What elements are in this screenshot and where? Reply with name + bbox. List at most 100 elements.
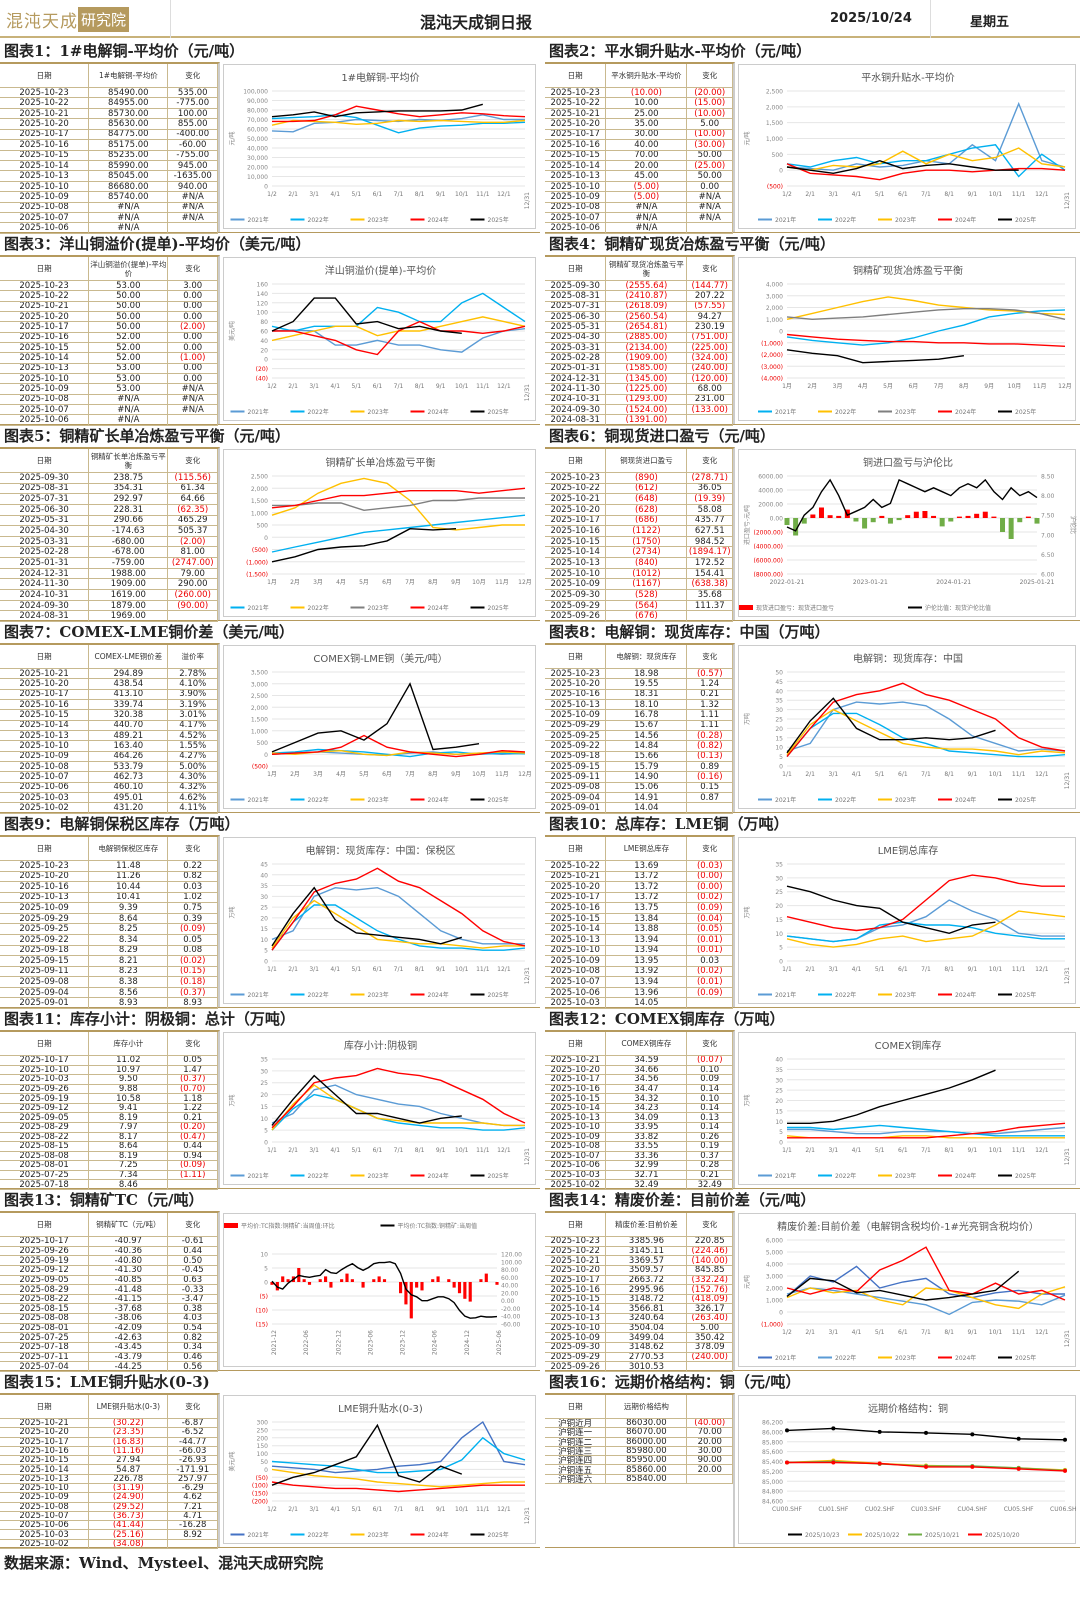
column-header: 溢价率 [168,645,218,668]
x-tick-label: 5/1 [875,966,885,973]
value-cell: 533.79 [89,762,169,772]
table-row: 2025-08-29 -41.48 -0.33 [0,1285,218,1295]
y-tick-label: 5,000 [766,1250,783,1257]
series-line-2022年 [271,1093,526,1131]
x-tick-label: 2024-12 [464,1330,471,1355]
table-row: 2025-10-23 53.00 3.00 [0,281,218,292]
date-cell: 2025-10-10 [0,181,90,192]
table-row: 2025-10-09 16.78 1.11 [545,710,733,721]
date-cell: 2025-06-30 [545,312,607,322]
table-row: 2025-10-22 10.00 (15.00) [545,98,733,109]
change-cell: (0.01) [687,945,733,956]
change-cell: 0.50 [168,1256,218,1265]
table-row: 2025-08-29 7.97 (0.20) [0,1122,218,1133]
table-row: 2025-07-31 (2618.09) (57.55) [545,301,733,313]
date-cell: 2025-10-21 [545,108,607,119]
change-cell: (638.38) [687,579,733,590]
table-header-row: 日期 铜现货进口盈亏 变化 [545,449,733,473]
x-tick-label: 3月 [313,579,323,586]
table-row: 2025-09-30 (528) 35.68 [545,590,733,601]
value-cell: (528) [606,590,688,600]
chart-title: 电解铜：现货库存：中国：保税区 [306,844,456,857]
value-cell: #N/A [606,202,688,213]
value-cell: #N/A [89,202,169,213]
value-cell: 15.67 [606,720,688,731]
table-header-row: 日期 洋山铜溢价(提单)-平均价 变化 [0,257,218,281]
value-cell: 13.95 [606,956,688,966]
column-header: COMEX铜库存 [606,1032,688,1055]
change-cell: #N/A [168,192,218,202]
table-row: 2025-09-12 -41.30 -0.45 [0,1265,218,1276]
table-row: 2025-10-20 (23.35) -6.52 [0,1428,218,1438]
x-tick-label: 2/1 [288,1506,298,1513]
value-cell: 52.00 [89,332,169,343]
table-row: 2025-10-08 533.79 5.00% [0,762,218,773]
date-cell: 2025-10-13 [0,892,90,903]
y-tick-label: (4,000) [761,376,783,383]
change-cell: 90.00 [687,1456,733,1465]
bar [324,1276,328,1282]
legend-label: 2022年 [835,796,856,804]
data-table: 日期 库存小计 变化 2025-10-17 11.02 0.05 2025-10-10 10.… [0,1030,220,1190]
x-tick-label: 5/1 [352,1506,362,1513]
x-tick-label: 1/2 [267,191,277,198]
x-tick-label: CU02.SHF [865,1506,895,1513]
value-cell: #N/A [89,213,169,223]
date-cell: 2025-10-17 [545,515,607,526]
value-cell: (5.00) [606,192,688,202]
change-cell: 100.00 [168,108,218,119]
table-row: 2025-10-17 13.72 (0.02) [545,892,733,904]
table-row: 2025-08-01 -42.09 0.54 [0,1323,218,1334]
bar [436,1276,440,1282]
value-cell: 86030.00 [606,1419,688,1428]
table-row: 2025-09-26 (676) [545,611,733,622]
value-cell: 85740.00 [89,192,169,202]
x-tick-label: 12/31 [524,192,531,209]
value-cell: 1969.00 [89,611,169,621]
change-cell: (0.20) [168,1122,218,1132]
value-cell: -41.48 [89,1285,169,1294]
date-cell: 2025-10-10 [545,568,607,579]
column-header: 变化 [687,257,733,280]
table-row: 2025-10-07 #N/A #N/A [545,213,733,224]
value-cell: (2885.00) [606,332,688,343]
x-tick-label: 10/1 [989,1147,1003,1154]
date-cell: 2025-10-15 [0,150,90,160]
value-cell: 10.58 [89,1094,169,1103]
value-cell: (1909.00) [606,353,688,363]
data-table: 日期 1#电解铜-平均价 变化 2025-10-23 85490.00 535.00 202… [0,62,220,234]
change-cell: 940.00 [168,181,218,192]
x-tick-label: 12/31 [524,1148,531,1165]
legend-label: 2025年 [488,1172,509,1180]
date-cell: 2025-10-14 [545,1103,607,1113]
value-cell: 2663.72 [606,1275,688,1285]
y-tick-label: 6,000 [766,1238,783,1245]
x-tick-label: 6/1 [373,191,383,198]
chart-panel: 图表1：1#电解铜-平均价（元/吨） 日期 1#电解铜-平均价 变化 2025-10-2… [0,40,540,234]
date-cell: 2025-10-14 [0,720,90,731]
table-row: 2025-09-26 3010.53 [545,1362,733,1372]
change-cell: 4.03 [168,1314,218,1323]
change-cell [687,1474,733,1483]
date-cell: 沪铜连五 [545,1465,607,1474]
table-header-row: 日期 LME铜总库存 变化 [545,837,733,861]
y-tick-label: 0 [779,959,783,966]
table-row: 2025-09-19 10.58 1.18 [0,1094,218,1104]
column-header: 变化 [168,257,218,280]
table-row: 2025-09-22 14.84 (0.82) [545,741,733,752]
change-cell: 79.00 [168,568,218,579]
x-tick-label: 7/1 [394,1147,404,1154]
x-tick-label: 7/1 [921,1147,931,1154]
table-row: 2025-10-08 #N/A #N/A [545,202,733,214]
x-tick-label: 2/1 [805,191,815,198]
data-point [1063,1468,1067,1473]
date-cell: 2025-10-03 [0,1530,90,1539]
change-cell: -6.87 [168,1419,218,1428]
legend-label: 2025/10/21 [925,1532,960,1539]
table-row: 沪铜连三 85980.00 30.00 [545,1446,733,1457]
value-cell: (31.19) [89,1483,169,1493]
change-cell: (2.00) [168,322,218,332]
data-point [970,1464,975,1469]
value-cell: 8.17 [89,1132,169,1142]
date-cell: 2025-04-30 [0,526,90,536]
